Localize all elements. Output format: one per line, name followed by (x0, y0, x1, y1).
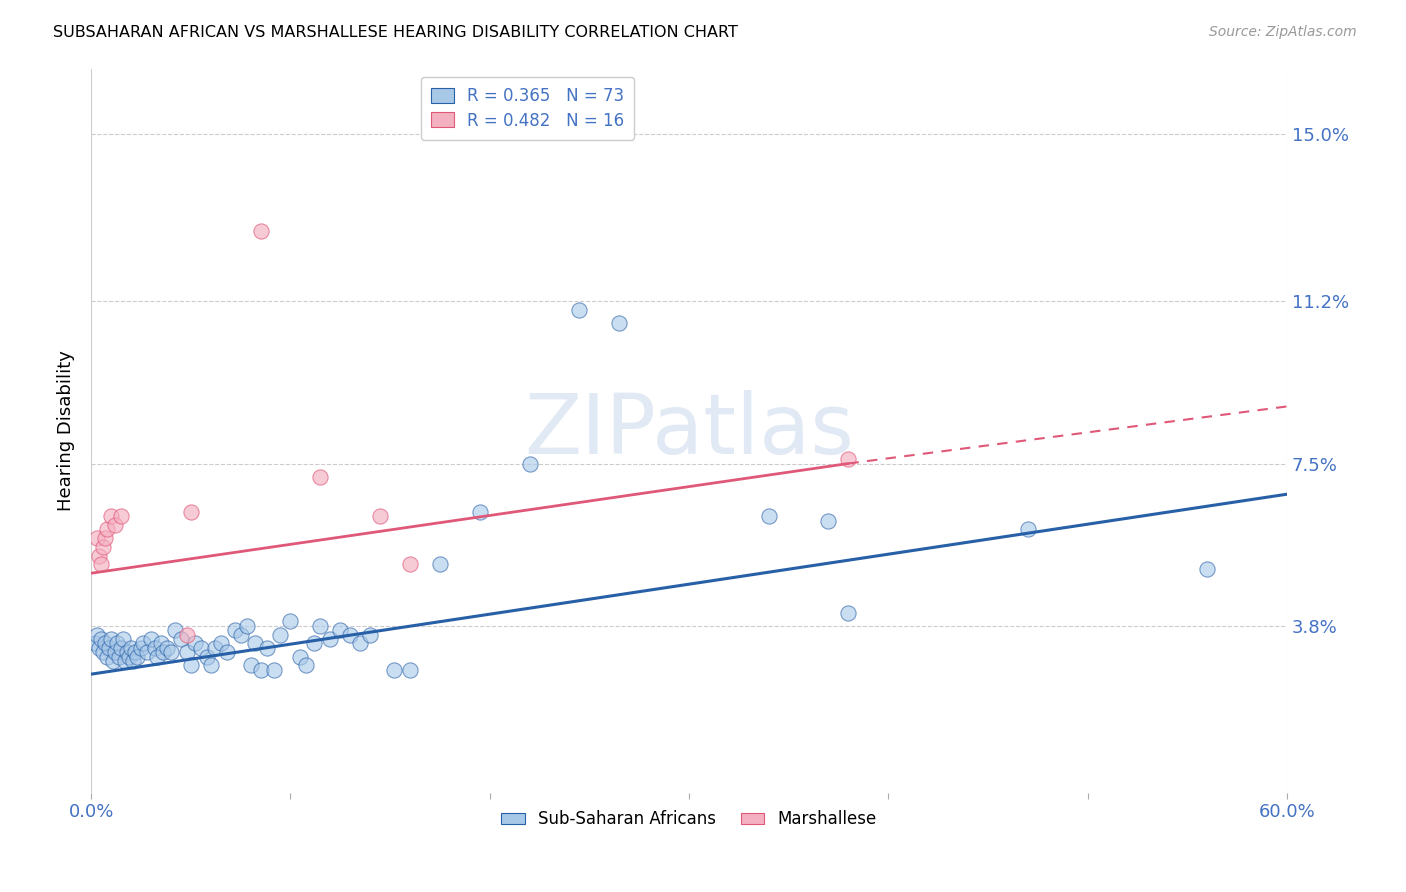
Point (139, 632, 162, 646)
Point (817, 514, 839, 528)
Point (89, 549, 111, 563)
Point (382, 663, 405, 677)
Point (91, 540, 114, 554)
Point (229, 628, 252, 642)
Point (280, 615, 302, 629)
Point (295, 658, 318, 673)
Point (256, 640, 278, 655)
Point (519, 457, 541, 471)
Point (290, 649, 312, 664)
Point (104, 645, 127, 659)
Point (235, 619, 257, 633)
Point (195, 649, 218, 664)
Point (149, 636, 172, 650)
Point (89, 640, 111, 655)
Point (160, 645, 183, 659)
Point (180, 505, 202, 519)
Point (224, 624, 246, 638)
Point (758, 509, 780, 524)
Point (837, 452, 859, 467)
Point (163, 624, 186, 638)
Point (837, 606, 859, 620)
Point (215, 645, 238, 659)
Point (239, 658, 262, 673)
Point (143, 640, 166, 655)
Point (136, 645, 159, 659)
Point (399, 663, 422, 677)
Point (86, 531, 108, 545)
Point (86, 628, 108, 642)
Point (349, 636, 371, 650)
Point (91, 645, 114, 659)
Point (309, 469, 332, 483)
Y-axis label: Hearing Disability: Hearing Disability (58, 351, 75, 511)
Point (124, 645, 146, 659)
Point (84, 636, 107, 650)
Point (115, 645, 138, 659)
Point (329, 624, 352, 638)
Point (180, 658, 202, 673)
Point (96, 649, 118, 664)
Point (359, 628, 381, 642)
Point (568, 302, 591, 317)
Text: ZIPatlas: ZIPatlas (524, 390, 853, 471)
Point (152, 645, 174, 659)
Point (122, 654, 145, 668)
Point (309, 619, 332, 633)
Point (94, 531, 117, 545)
Point (184, 636, 207, 650)
Point (100, 509, 122, 524)
Legend: Sub-Saharan Africans, Marshallese: Sub-Saharan Africans, Marshallese (495, 804, 883, 835)
Point (114, 654, 136, 668)
Point (90, 632, 112, 646)
Point (368, 509, 391, 524)
Point (249, 224, 271, 238)
Point (110, 640, 132, 655)
Point (263, 663, 285, 677)
Point (1017, 522, 1039, 536)
Point (100, 632, 122, 646)
Point (209, 636, 232, 650)
Point (1197, 562, 1219, 576)
Point (429, 558, 451, 572)
Point (339, 628, 361, 642)
Point (304, 636, 326, 650)
Point (399, 558, 422, 572)
Point (98, 640, 121, 655)
Point (129, 640, 152, 655)
Point (200, 658, 222, 673)
Point (132, 636, 155, 650)
Point (319, 632, 342, 646)
Point (125, 649, 148, 664)
Point (90, 558, 112, 572)
Text: SUBSAHARAN AFRICAN VS MARSHALLESE HEARING DISABILITY CORRELATION CHART: SUBSAHARAN AFRICAN VS MARSHALLESE HEARIN… (53, 25, 738, 40)
Point (204, 640, 226, 655)
Point (110, 509, 132, 524)
Point (176, 645, 198, 659)
Point (96, 522, 118, 536)
Point (249, 663, 271, 677)
Point (269, 628, 291, 642)
Point (190, 640, 212, 655)
Text: Source: ZipAtlas.com: Source: ZipAtlas.com (1209, 25, 1357, 39)
Point (146, 649, 169, 664)
Point (120, 640, 142, 655)
Point (104, 518, 127, 533)
Point (170, 632, 193, 646)
Point (105, 636, 128, 650)
Point (94, 636, 117, 650)
Point (108, 649, 131, 664)
Point (156, 640, 179, 655)
Point (112, 632, 135, 646)
Point (607, 316, 630, 330)
Point (176, 628, 198, 642)
Point (101, 654, 124, 668)
Point (468, 505, 491, 519)
Point (118, 649, 141, 664)
Point (243, 636, 266, 650)
